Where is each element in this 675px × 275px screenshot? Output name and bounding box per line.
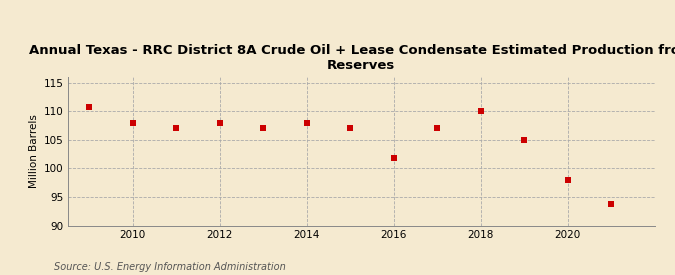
Point — [345, 126, 356, 131]
Point — [475, 109, 486, 114]
Point — [606, 202, 617, 206]
Point — [519, 138, 530, 142]
Point — [562, 178, 573, 182]
Title: Annual Texas - RRC District 8A Crude Oil + Lease Condensate Estimated Production: Annual Texas - RRC District 8A Crude Oil… — [29, 44, 675, 72]
Point — [432, 126, 443, 131]
Point — [171, 126, 182, 131]
Point — [215, 120, 225, 125]
Point — [128, 120, 138, 125]
Point — [258, 126, 269, 131]
Point — [388, 156, 399, 160]
Point — [84, 104, 95, 109]
Y-axis label: Million Barrels: Million Barrels — [29, 114, 39, 188]
Text: Source: U.S. Energy Information Administration: Source: U.S. Energy Information Administ… — [54, 262, 286, 272]
Point — [301, 120, 312, 125]
